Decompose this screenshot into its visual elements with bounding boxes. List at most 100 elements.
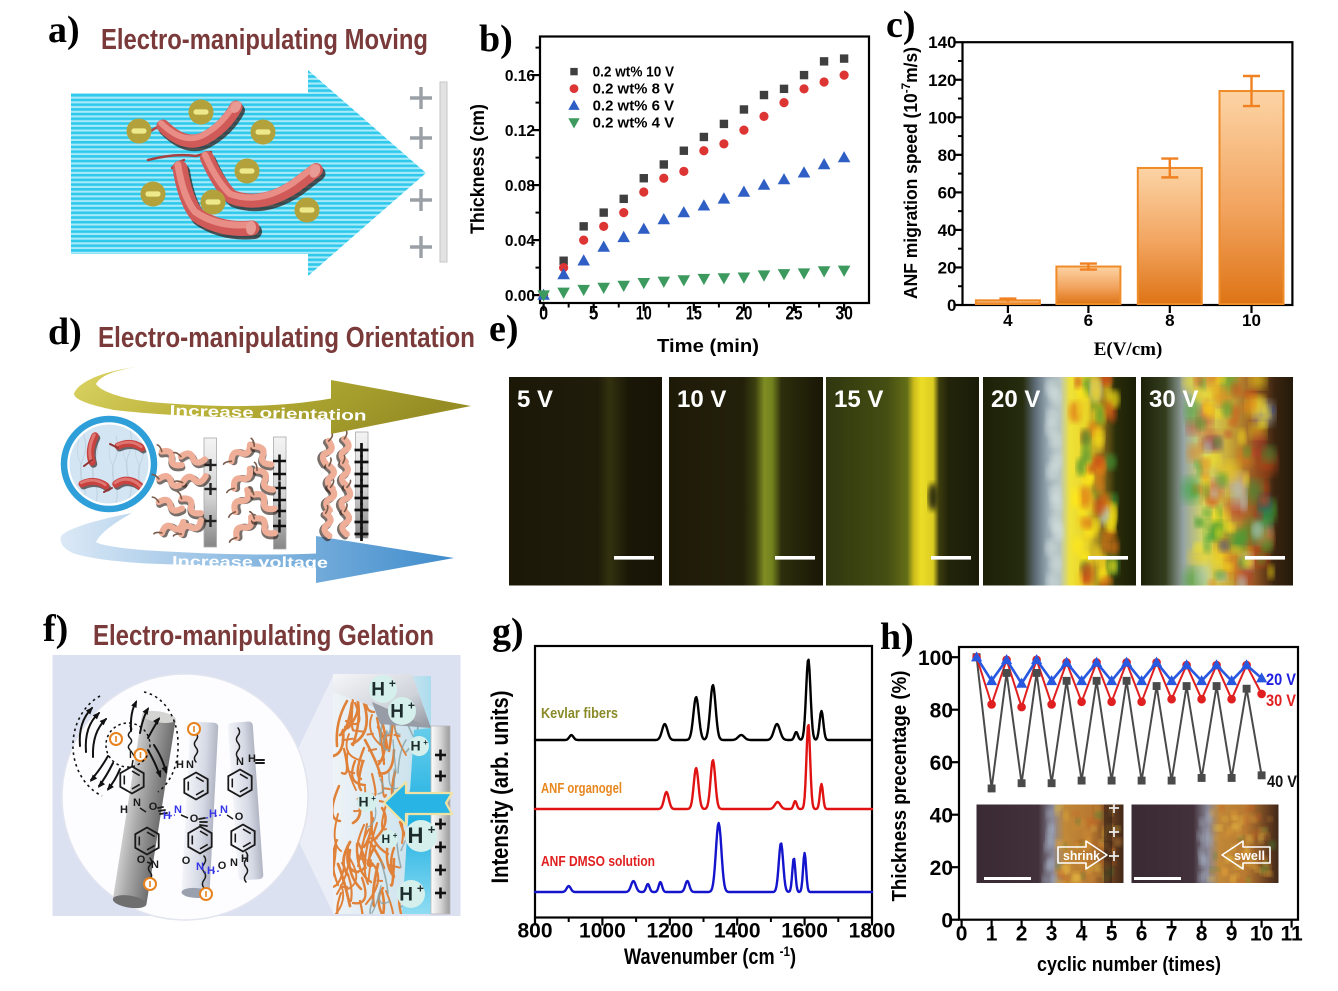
- svg-text:Time (min): Time (min): [657, 335, 759, 356]
- svg-text:5 V: 5 V: [517, 386, 553, 413]
- svg-text:c): c): [886, 4, 916, 46]
- svg-text:O: O: [137, 854, 146, 866]
- svg-text:8: 8: [1196, 923, 1208, 946]
- svg-text:H: H: [358, 794, 368, 810]
- svg-text:30 V: 30 V: [1149, 386, 1198, 413]
- svg-text:ANF migration speed (10-7m/s): ANF migration speed (10-7m/s): [899, 47, 921, 299]
- svg-text:1000: 1000: [579, 920, 626, 943]
- svg-text:20: 20: [930, 857, 953, 880]
- svg-text:60: 60: [938, 183, 957, 202]
- svg-text:H: H: [407, 823, 423, 848]
- svg-text:H: H: [241, 853, 249, 865]
- svg-text:swell: swell: [1234, 849, 1265, 863]
- svg-text:15: 15: [686, 304, 702, 325]
- svg-text:H: H: [248, 753, 256, 765]
- svg-text:H: H: [371, 679, 385, 700]
- svg-text:80: 80: [930, 700, 953, 723]
- svg-text:30 V: 30 V: [1266, 691, 1297, 710]
- svg-text:N: N: [186, 759, 194, 771]
- svg-text:140: 140: [928, 33, 956, 52]
- svg-text:+: +: [428, 822, 436, 837]
- svg-text:1400: 1400: [714, 920, 761, 943]
- svg-text:0: 0: [956, 923, 968, 946]
- svg-text:0: 0: [539, 304, 548, 325]
- svg-text:Thickness precentage (%): Thickness precentage (%): [889, 671, 911, 902]
- svg-text:ANF organogel: ANF organogel: [541, 780, 622, 797]
- svg-text:+: +: [423, 738, 428, 747]
- svg-text:25: 25: [786, 304, 803, 325]
- svg-text:3: 3: [1046, 923, 1058, 946]
- svg-text:O: O: [182, 855, 191, 867]
- svg-text:0.2 wt% 10 V: 0.2 wt% 10 V: [593, 64, 675, 81]
- svg-text:0.16: 0.16: [505, 68, 536, 85]
- svg-text:40: 40: [930, 805, 953, 828]
- svg-text:10: 10: [636, 304, 652, 325]
- svg-text:20: 20: [938, 258, 957, 277]
- svg-text:H: H: [390, 701, 404, 722]
- svg-text:60: 60: [930, 752, 953, 775]
- svg-text:d): d): [48, 311, 82, 353]
- svg-text:7: 7: [1166, 923, 1178, 946]
- svg-text:0.04: 0.04: [505, 233, 536, 250]
- svg-text:5: 5: [589, 304, 599, 325]
- svg-text:Increase orientation: Increase orientation: [169, 402, 366, 424]
- svg-text:N: N: [236, 756, 244, 768]
- svg-text:0: 0: [941, 910, 953, 933]
- svg-text:N: N: [129, 749, 137, 761]
- svg-text:N: N: [151, 859, 159, 871]
- svg-text:Wavenumber (cm -1): Wavenumber (cm -1): [624, 943, 796, 969]
- svg-text:H: H: [399, 884, 413, 905]
- svg-text:0.12: 0.12: [505, 123, 535, 140]
- svg-text:shrink: shrink: [1063, 849, 1100, 863]
- svg-text:0: 0: [947, 296, 956, 315]
- svg-text:100: 100: [928, 108, 956, 127]
- svg-text:b): b): [479, 18, 513, 60]
- svg-text:20: 20: [735, 304, 752, 325]
- svg-text:4: 4: [1076, 923, 1088, 946]
- svg-text:120: 120: [928, 71, 956, 90]
- svg-text:O: O: [190, 813, 199, 825]
- svg-text:15 V: 15 V: [834, 386, 883, 413]
- svg-text:0.2 wt% 4 V: 0.2 wt% 4 V: [593, 115, 675, 132]
- svg-text:N: N: [220, 804, 228, 816]
- svg-text:H: H: [120, 804, 128, 816]
- svg-text:N: N: [174, 804, 182, 816]
- svg-text:H: H: [176, 759, 184, 771]
- svg-text:Electro-manipulating Orientati: Electro-manipulating Orientation: [98, 322, 475, 354]
- svg-text:Thickness (cm): Thickness (cm): [468, 104, 489, 234]
- svg-text:40 V: 40 V: [1267, 772, 1298, 791]
- svg-text:10: 10: [1242, 311, 1261, 330]
- svg-text:N: N: [196, 861, 204, 873]
- svg-text:O: O: [218, 860, 227, 872]
- svg-text:h): h): [880, 616, 914, 658]
- svg-text:H: H: [207, 865, 215, 877]
- svg-text:ANF DMSO solution: ANF DMSO solution: [541, 853, 655, 870]
- svg-text:20 V: 20 V: [1266, 670, 1297, 689]
- svg-text:6: 6: [1136, 923, 1148, 946]
- svg-text:5: 5: [1106, 923, 1118, 946]
- svg-text:+: +: [417, 881, 424, 895]
- svg-text:e): e): [489, 308, 519, 350]
- svg-text:0.00: 0.00: [505, 288, 535, 305]
- svg-text:Intensity (arb. units): Intensity (arb. units): [487, 691, 514, 884]
- svg-text:40: 40: [938, 221, 957, 240]
- svg-text:+: +: [408, 698, 415, 712]
- svg-text:100: 100: [918, 647, 953, 670]
- svg-text:O: O: [235, 811, 244, 823]
- svg-text:Kevlar fibers: Kevlar fibers: [541, 705, 618, 722]
- svg-text:1800: 1800: [849, 920, 896, 943]
- svg-text:E(V/cm): E(V/cm): [1094, 339, 1163, 360]
- svg-text:H: H: [163, 810, 171, 822]
- svg-text:H: H: [410, 738, 420, 754]
- svg-text:6: 6: [1084, 311, 1093, 330]
- svg-text:cyclic number (times): cyclic number (times): [1037, 954, 1221, 976]
- svg-text:10 V: 10 V: [677, 386, 726, 413]
- svg-text:11: 11: [1280, 923, 1303, 946]
- svg-text:g): g): [492, 611, 524, 653]
- svg-text:Electro-manipulating Moving: Electro-manipulating Moving: [101, 24, 428, 56]
- svg-text:1600: 1600: [781, 920, 828, 943]
- svg-text:f): f): [43, 608, 68, 650]
- svg-text:0.2 wt% 6 V: 0.2 wt% 6 V: [593, 98, 675, 115]
- svg-text:20 V: 20 V: [991, 386, 1040, 413]
- svg-text:O: O: [149, 801, 158, 813]
